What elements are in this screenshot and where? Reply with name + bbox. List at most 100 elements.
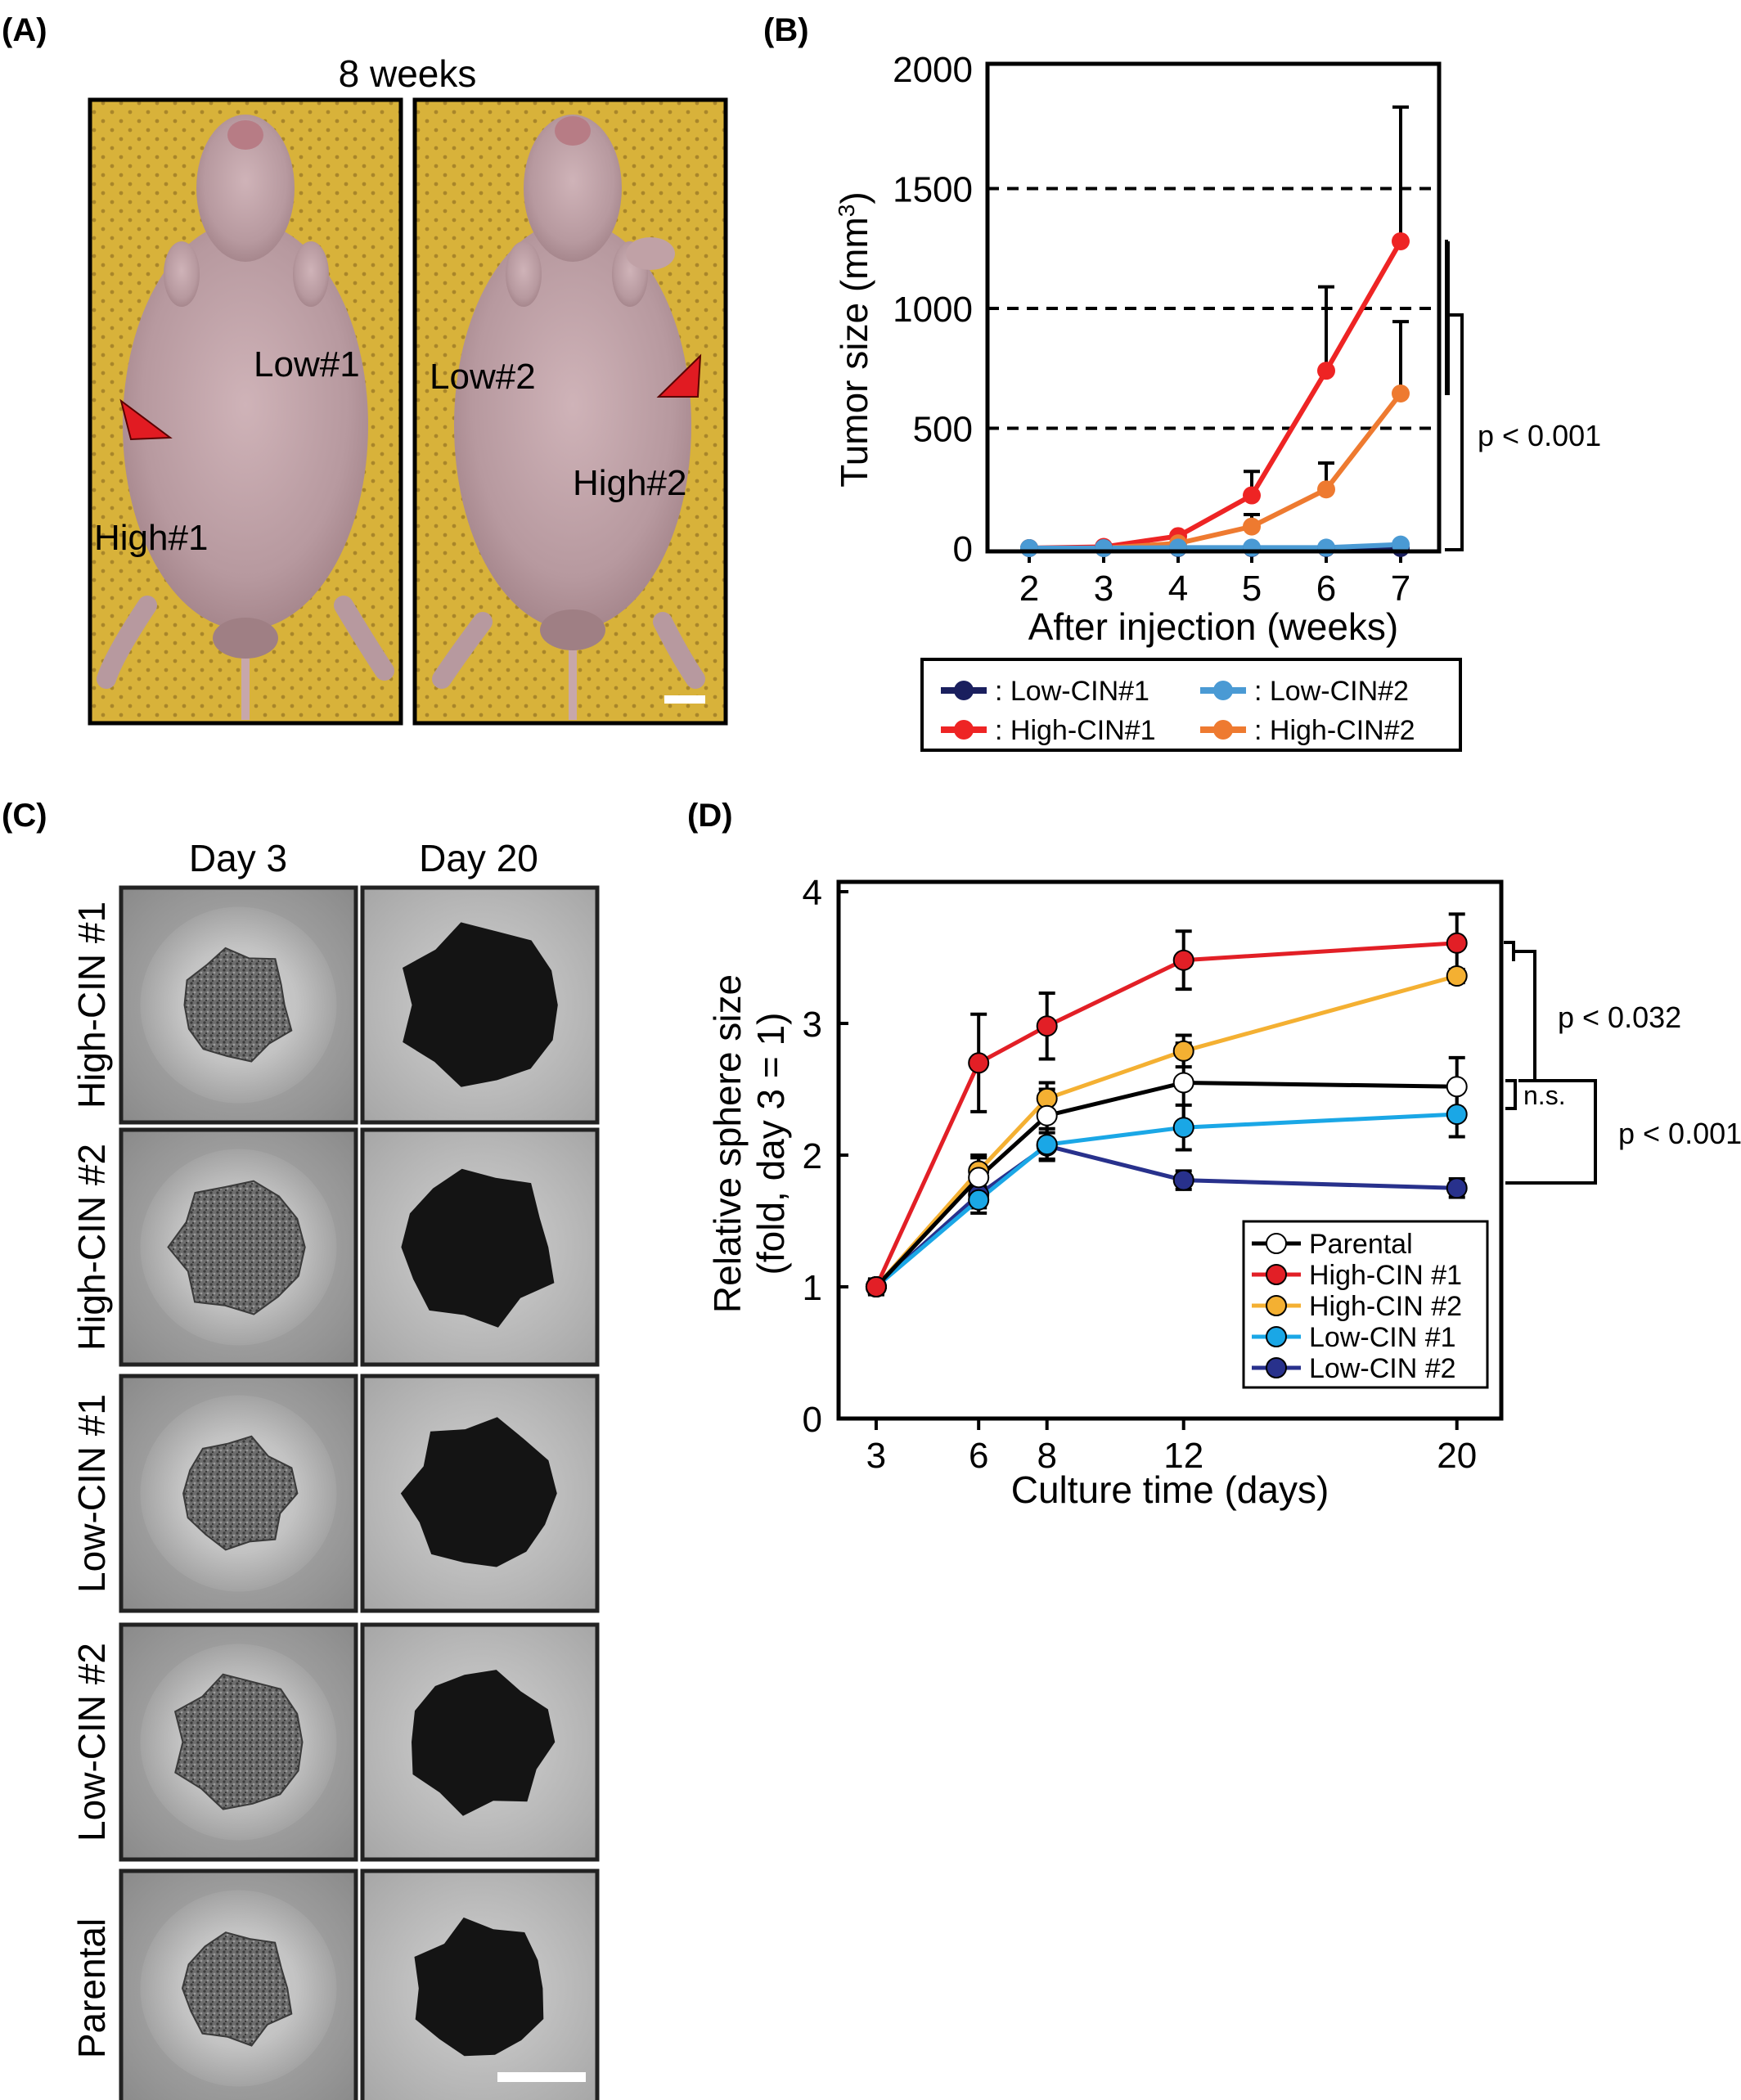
data-point <box>1317 480 1335 499</box>
panel-c: (C) Day 3 Day 20 High-CIN #1 High-CIN #2 L… <box>2 798 600 2100</box>
data-point <box>968 1167 990 1189</box>
sphere-image-grid <box>119 885 600 2100</box>
panel-d-label: (D) <box>687 798 733 834</box>
sphere-day3 <box>181 1931 293 2047</box>
data-point <box>1446 932 1468 954</box>
legend-label: : Low-CIN#2 <box>1254 676 1409 707</box>
legend-swatch-marker <box>1266 1295 1287 1316</box>
y-tick-label: 2000 <box>893 50 973 90</box>
panel-a-title: 8 weeks <box>339 52 477 95</box>
legend-label: : High-CIN#1 <box>995 715 1156 746</box>
legend-label: Parental <box>1309 1229 1413 1260</box>
legend-label: High-CIN #2 <box>1309 1291 1462 1322</box>
label-low-1: Low#1 <box>254 344 360 384</box>
panel-b-label: (B) <box>763 12 809 48</box>
panel-d-ylabel-2: (fold, day 3 = 1) <box>749 1013 792 1275</box>
legend-swatch-marker <box>1266 1357 1287 1378</box>
panel-b-series <box>1020 105 1410 557</box>
legend-swatch-marker <box>1213 720 1233 740</box>
panel-b: (B) Tumor size (mm3) 0 500 1000 1500 2000 2 3… <box>763 12 1601 752</box>
data-point <box>1243 517 1261 536</box>
arrowhead-left <box>119 398 173 441</box>
panel-c-label: (C) <box>2 798 47 834</box>
legend-swatch-marker <box>1266 1326 1287 1347</box>
data-point <box>1243 538 1261 557</box>
panel-a: (A) 8 weeks <box>2 12 728 726</box>
scale-bar <box>664 695 705 704</box>
sphere-day3 <box>167 1180 306 1315</box>
data-point <box>1169 538 1187 557</box>
row-label: High-CIN #2 <box>70 1144 113 1351</box>
data-point <box>1172 1072 1194 1094</box>
legend-swatch-marker <box>954 681 974 700</box>
x-tick-label: 8 <box>1037 1436 1056 1476</box>
data-point <box>1392 232 1410 250</box>
data-point <box>1172 949 1194 971</box>
y-tick-label: 0 <box>953 529 973 569</box>
x-tick-label: 3 <box>1094 569 1113 609</box>
panel-d-ns: n.s. <box>1523 1081 1566 1110</box>
label-low-2: Low#2 <box>430 357 536 397</box>
sphere-day3 <box>183 947 293 1063</box>
series-line <box>1028 240 1403 551</box>
row-label: Parental <box>70 1918 113 2058</box>
x-tick-label: 5 <box>1242 569 1262 609</box>
sphere-day20 <box>400 1417 557 1567</box>
panel-d-pvalue-2: p < 0.001 <box>1618 1117 1741 1150</box>
legend-label: Low-CIN #2 <box>1309 1353 1456 1384</box>
data-point <box>1036 1134 1058 1156</box>
y-tick-label: 3 <box>803 1005 822 1045</box>
x-tick-label: 6 <box>1316 569 1336 609</box>
data-point <box>1446 1177 1468 1199</box>
panel-b-plot-frame <box>985 61 1442 554</box>
scale-bar-c <box>497 2072 586 2082</box>
panel-b-ylabel: Tumor size (mm3) <box>833 191 875 487</box>
panel-b-legend: : Low-CIN#1 : Low-CIN#2 : High-CIN#1 : High… <box>920 658 1462 752</box>
panel-d-significance-brackets: p < 0.032 n.s. p < 0.001 <box>1504 941 1741 1185</box>
row-label: Low-CIN #2 <box>70 1643 113 1841</box>
data-point <box>1243 486 1261 505</box>
row-labels: High-CIN #1 High-CIN #2 Low-CIN #1 Low-CIN … <box>70 902 113 2058</box>
sphere-day3 <box>173 1673 304 1810</box>
data-point <box>1392 384 1410 403</box>
panel-d-pvalue-1: p < 0.032 <box>1558 1001 1681 1034</box>
row-label: High-CIN #1 <box>70 902 113 1108</box>
data-point <box>968 1052 990 1074</box>
legend-label: Low-CIN #1 <box>1309 1322 1456 1353</box>
x-tick-label: 12 <box>1163 1436 1203 1476</box>
legend-swatch-marker <box>1266 1264 1287 1285</box>
panel-d-ylabel-1: Relative sphere size <box>706 974 749 1313</box>
panel-a-label: (A) <box>2 12 47 48</box>
panel-b-y-ticks: 0 500 1000 1500 2000 <box>893 50 973 569</box>
data-point <box>1446 1076 1468 1098</box>
data-point <box>1172 1169 1194 1191</box>
data-point <box>1172 1117 1194 1139</box>
panel-d-series <box>865 912 1468 1297</box>
legend-label: High-CIN #1 <box>1309 1260 1462 1291</box>
sphere-day20 <box>414 1917 544 2057</box>
y-tick-label: 1000 <box>893 290 973 330</box>
panel-d-y-ticks: 0 1 2 3 4 <box>803 873 848 1440</box>
label-high-1: High#1 <box>94 518 208 558</box>
panel-d-plot-frame <box>836 879 1504 1421</box>
x-tick-label: 4 <box>1168 569 1188 609</box>
x-tick-label: 3 <box>866 1436 886 1476</box>
panel-b-legend-box <box>920 658 1462 752</box>
y-tick-label: 1500 <box>893 170 973 210</box>
legend-label: : High-CIN#2 <box>1254 715 1415 746</box>
legend-swatch-marker <box>954 720 974 740</box>
panel-b-reference-lines <box>987 187 1439 430</box>
label-high-2: High#2 <box>573 463 686 503</box>
panel-b-significance-bracket: p < 0.001 <box>1445 240 1601 551</box>
legend-label: : Low-CIN#1 <box>995 676 1149 707</box>
col-day20: Day 20 <box>419 837 538 879</box>
data-point <box>1317 538 1335 557</box>
x-tick-label: 2 <box>1019 569 1039 609</box>
panel-d-x-ticks: 3 6 8 12 20 <box>866 1419 1477 1476</box>
sphere-day20 <box>401 1168 555 1328</box>
data-point <box>1020 539 1038 557</box>
row-label: Low-CIN #1 <box>70 1394 113 1593</box>
panel-b-xlabel: After injection (weeks) <box>1028 605 1399 648</box>
